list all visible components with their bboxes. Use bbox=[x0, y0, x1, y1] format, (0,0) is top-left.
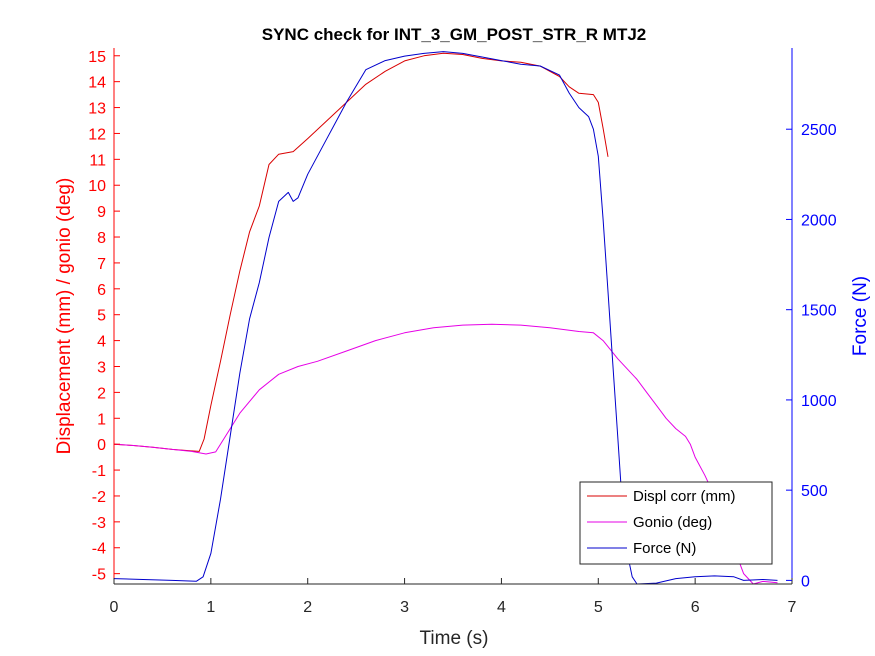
y-left-tick-label: -5 bbox=[92, 567, 106, 584]
x-tick-label: 4 bbox=[497, 599, 506, 616]
y-right-tick-label: 1000 bbox=[801, 393, 837, 410]
y-left-tick-label: 1 bbox=[97, 411, 106, 428]
y-left-axis-label: Displacement (mm) / gonio (deg) bbox=[54, 178, 75, 455]
y-left-tick-label: 15 bbox=[88, 49, 106, 66]
y-left-tick-label: 10 bbox=[88, 178, 106, 195]
y-left-tick-label: 11 bbox=[89, 152, 106, 169]
x-tick-label: 1 bbox=[206, 599, 215, 616]
y-left-tick-label: -3 bbox=[92, 515, 106, 532]
x-tick-label: 5 bbox=[594, 599, 603, 616]
chart-title: SYNC check for INT_3_GM_POST_STR_R MTJ2 bbox=[262, 25, 647, 44]
x-axis-label: Time (s) bbox=[420, 628, 489, 649]
x-tick-label: 7 bbox=[788, 599, 797, 616]
x-tick-label: 0 bbox=[110, 599, 119, 616]
y-left-tick-label: -1 bbox=[92, 463, 106, 480]
x-tick-label: 6 bbox=[691, 599, 700, 616]
y-right-tick-label: 500 bbox=[801, 483, 828, 500]
y-right-tick-label: 2000 bbox=[801, 212, 837, 229]
series-layer bbox=[113, 51, 778, 585]
x-tick-label: 3 bbox=[400, 599, 409, 616]
legend: Displ corr (mm) Gonio (deg) Force (N) bbox=[579, 481, 773, 565]
y-left-tick-label: 8 bbox=[97, 230, 106, 247]
legend-label-gonio: Gonio (deg) bbox=[633, 514, 712, 531]
y-right-tick-label: 0 bbox=[801, 573, 810, 590]
y-left-tick-label: -4 bbox=[92, 541, 106, 558]
y-left-tick-label: 13 bbox=[88, 101, 106, 118]
legend-label-force: Force (N) bbox=[633, 540, 696, 557]
y-left-tick-label: 2 bbox=[97, 385, 106, 402]
y-left-tick-label: 6 bbox=[97, 282, 106, 299]
y-left-tick-label: 12 bbox=[88, 126, 106, 143]
y-left-tick-label: -2 bbox=[92, 489, 106, 506]
series-line-force bbox=[113, 51, 778, 585]
series-line-gonio bbox=[113, 323, 778, 585]
y-right-axis-label: Force (N) bbox=[850, 276, 871, 356]
x-tick-label: 2 bbox=[303, 599, 312, 616]
y-right-tick-label: 1500 bbox=[801, 303, 837, 320]
y-left-tick-label: 5 bbox=[97, 308, 106, 325]
y-left-tick-label: 14 bbox=[88, 75, 106, 92]
y-left-tick-label: 9 bbox=[97, 204, 106, 221]
y-left-tick-label: 7 bbox=[97, 256, 106, 273]
y-left-tick-label: 0 bbox=[97, 437, 106, 454]
y-left-tick-label: 4 bbox=[97, 334, 106, 351]
y-right-tick-label: 2500 bbox=[801, 122, 837, 139]
y-left-tick-label: 3 bbox=[97, 359, 106, 376]
legend-label-displacement: Displ corr (mm) bbox=[633, 488, 736, 505]
axes-layer: 0 1 2 3 4 5 6 7-5-4-3-2-10123456789101112131415… bbox=[88, 48, 837, 616]
